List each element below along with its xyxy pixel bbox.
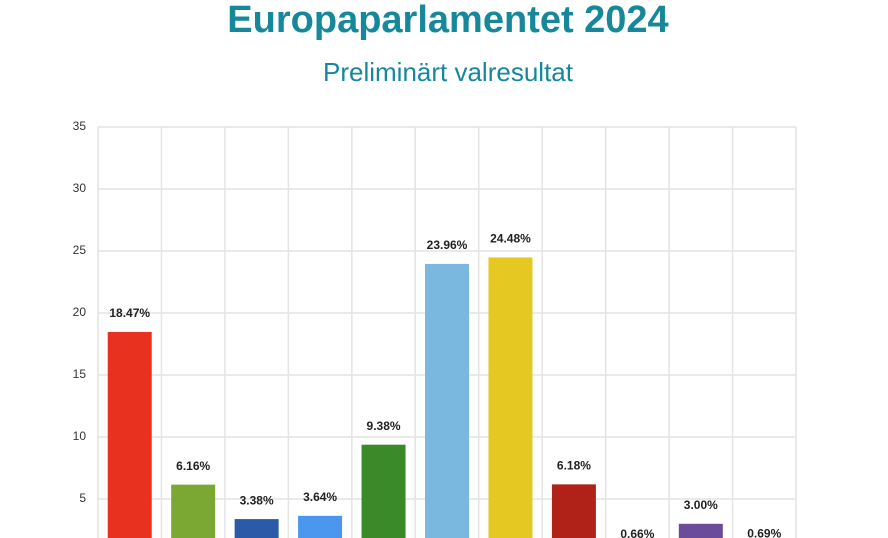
y-tick-label: 35 — [73, 119, 87, 133]
chart-subtitle: Preliminärt valresultat — [323, 57, 574, 87]
value-label: 18.47% — [109, 306, 150, 320]
bar — [107, 331, 152, 538]
bar — [234, 519, 279, 538]
bar — [551, 484, 596, 538]
bar — [425, 263, 469, 538]
chart-title: Europaparlamentet 2024 — [227, 0, 668, 41]
value-label: 3.64% — [303, 490, 337, 504]
value-label: 23.96% — [427, 238, 468, 252]
value-label: 3.38% — [240, 493, 274, 507]
value-label: 24.48% — [490, 232, 531, 246]
value-label: 0.66% — [620, 527, 654, 538]
bar — [298, 515, 343, 538]
value-label: 3.00% — [684, 498, 718, 512]
value-label: 0.69% — [747, 527, 781, 538]
y-tick-label: 30 — [73, 181, 87, 195]
bar — [488, 257, 533, 538]
value-label: 6.18% — [557, 459, 591, 473]
y-tick-label: 25 — [73, 243, 87, 257]
value-label: 6.16% — [176, 459, 210, 473]
y-tick-label: 10 — [73, 429, 87, 443]
bar — [361, 444, 406, 538]
y-tick-label: 5 — [79, 491, 86, 505]
value-label: 9.38% — [367, 419, 401, 433]
bar — [171, 484, 216, 538]
y-tick-label: 20 — [73, 305, 87, 319]
bar — [678, 523, 723, 538]
y-tick-label: 15 — [73, 367, 87, 381]
